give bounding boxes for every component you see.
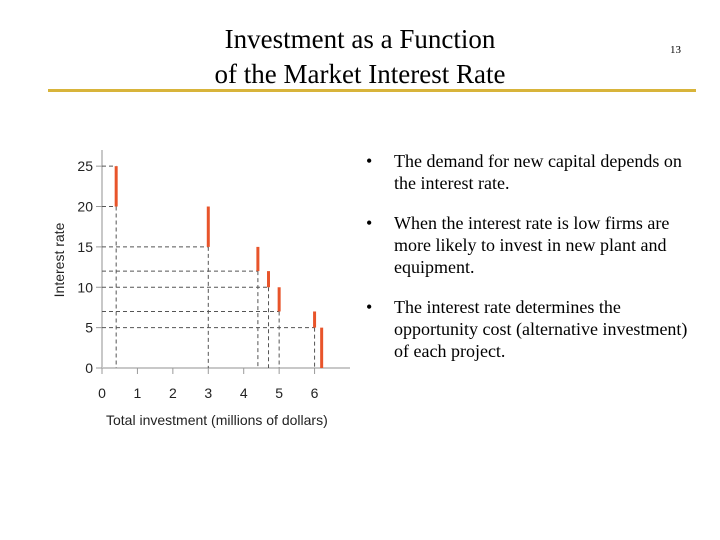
bullet-text: When the interest rate is low firms are … [394,213,670,277]
bullet-item: • When the interest rate is low firms are… [366,212,706,278]
y-tick-label: 25 [77,158,93,174]
x-tick-label: 3 [204,385,212,401]
y-tick-label: 5 [85,320,93,336]
x-tick-label: 6 [311,385,319,401]
y-tick-label: 10 [77,279,93,295]
bullet-text: The demand for new capital depends on th… [394,151,682,193]
title-line-1: Investment as a Function [224,24,496,54]
bullet-dot: • [366,151,373,171]
title-line-2: of the Market Interest Rate [214,59,506,89]
x-tick-label: 1 [134,385,142,401]
bullet-dot: • [366,297,373,317]
investment-step-chart: 0 5 10 15 20 25 0 1 2 3 4 5 6 Total investment (milli… [51,150,350,428]
x-tick-label: 0 [98,385,106,401]
bullet-item: • The interest rate determines the opport… [366,296,706,362]
title-divider [48,89,696,92]
y-tick-label: 15 [77,239,93,255]
bullet-item: • The demand for new capital depends on t… [366,150,706,194]
x-axis-label: Total investment (millions of dollars) [106,412,328,428]
y-tick-label: 20 [77,199,93,215]
slide-number: 13 [670,44,681,56]
slide-title: Investment as a Function of the Market I… [150,22,570,92]
bullet-list: • The demand for new capital depends on t… [366,150,706,380]
y-tick-label: 0 [85,360,93,376]
x-tick-label: 5 [275,385,283,401]
x-tick-label: 4 [240,385,248,401]
bullet-dot: • [366,213,373,233]
y-axis-label: Interest rate [51,222,67,297]
bullet-text: The interest rate determines the opportu… [394,297,688,361]
x-tick-label: 2 [169,385,177,401]
